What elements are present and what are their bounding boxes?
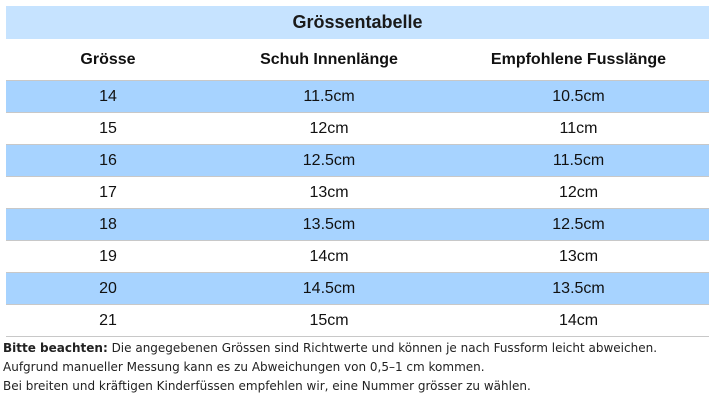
table-row: 20 14.5cm 13.5cm — [6, 272, 709, 305]
inner-length-cell: 13.5cm — [210, 208, 448, 241]
size-cell: 19 — [6, 240, 210, 273]
size-cell: 14 — [6, 80, 210, 113]
foot-length-cell: 13.5cm — [448, 272, 709, 305]
table-row: 17 13cm 12cm — [6, 176, 709, 209]
table-title: Grössentabelle — [6, 6, 709, 39]
size-cell: 17 — [6, 176, 210, 209]
table-row: 14 11.5cm 10.5cm — [6, 80, 709, 113]
table-row: 16 12.5cm 11.5cm — [6, 144, 709, 177]
header-shoe-inner-length: Schuh Innenlänge — [260, 50, 398, 68]
inner-length-cell: 12cm — [210, 112, 448, 145]
foot-length-cell: 11.5cm — [448, 144, 709, 177]
foot-length-cell: 14cm — [448, 304, 709, 337]
size-cell: 18 — [6, 208, 210, 241]
inner-length-cell: 14.5cm — [210, 272, 448, 305]
foot-length-cell: 12cm — [448, 176, 709, 209]
inner-length-cell: 11.5cm — [210, 80, 448, 113]
header-row: Grösse Schuh Innenlänge Empfohlene Fussl… — [6, 39, 709, 81]
note-line-1: Bitte beachten: Die angegebenen Grössen … — [3, 339, 713, 358]
note-label: Bitte beachten: — [3, 341, 108, 355]
size-table: Grösse Schuh Innenlänge Empfohlene Fussl… — [6, 39, 709, 337]
size-cell: 15 — [6, 112, 210, 145]
header-size: Grösse — [80, 50, 136, 68]
inner-length-cell: 13cm — [210, 176, 448, 209]
size-cell: 16 — [6, 144, 210, 177]
size-cell: 20 — [6, 272, 210, 305]
inner-length-cell: 14cm — [210, 240, 448, 273]
inner-length-cell: 12.5cm — [210, 144, 448, 177]
size-chart: Grössentabelle Grösse Schuh Innenlänge E… — [6, 6, 709, 337]
notes-section: Bitte beachten: Die angegebenen Grössen … — [3, 339, 713, 396]
table-row: 19 14cm 13cm — [6, 240, 709, 273]
table-row: 21 15cm 14cm — [6, 304, 709, 337]
note-line-2: Aufgrund manueller Messung kann es zu Ab… — [3, 360, 485, 374]
inner-length-cell: 15cm — [210, 304, 448, 337]
size-cell: 21 — [6, 304, 210, 337]
foot-length-cell: 13cm — [448, 240, 709, 273]
note-line-3: Bei breiten und kräftigen Kinderfüssen e… — [3, 379, 531, 393]
foot-length-cell: 12.5cm — [448, 208, 709, 241]
note-text-1: Die angegebenen Grössen sind Richtwerte … — [107, 341, 658, 355]
header-recommended-foot-length: Empfohlene Fusslänge — [490, 50, 667, 68]
table-row: 18 13.5cm 12.5cm — [6, 208, 709, 241]
foot-length-cell: 11cm — [448, 112, 709, 145]
foot-length-cell: 10.5cm — [448, 80, 709, 113]
table-row: 15 12cm 11cm — [6, 112, 709, 145]
